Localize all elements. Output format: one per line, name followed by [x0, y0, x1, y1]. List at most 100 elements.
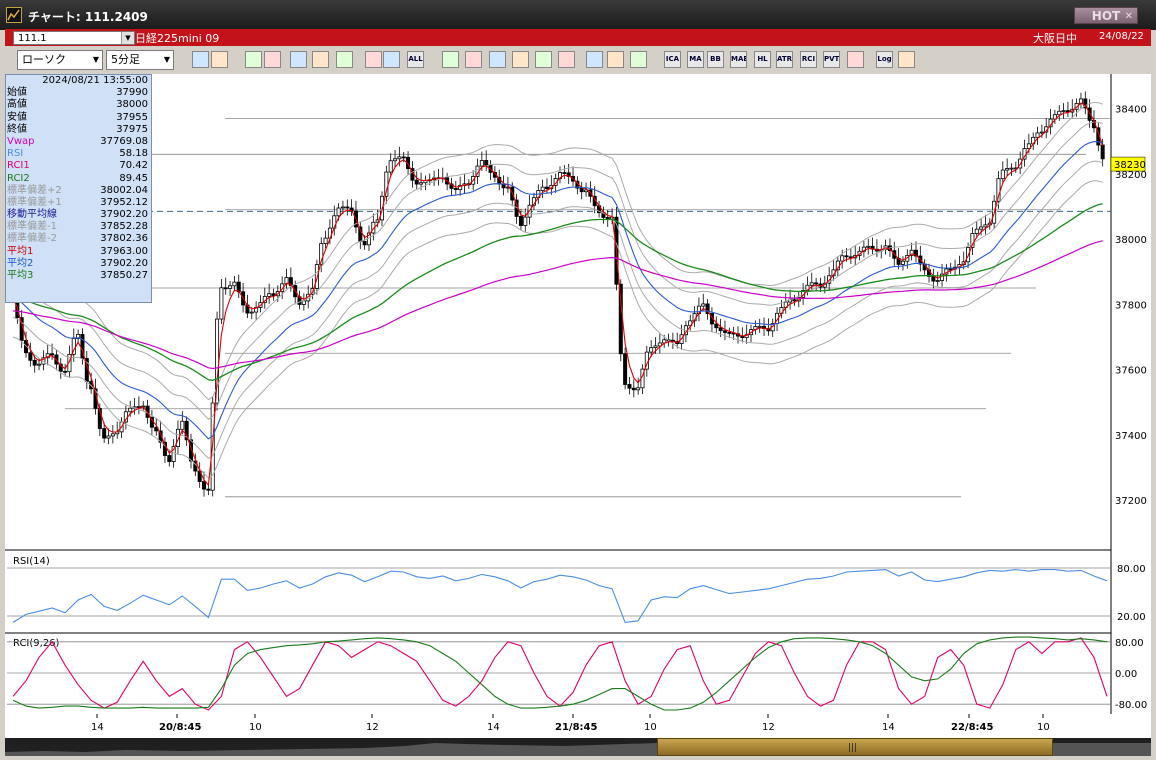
- toolbar-pen-button[interactable]: [465, 51, 482, 68]
- candle-body: [866, 245, 871, 248]
- chart-canvas: 38400 38200 38000 37800 37600 37400 37200 38230…: [5, 74, 1151, 733]
- toolbar-mae-button[interactable]: MAE: [730, 51, 747, 68]
- candle-body: [544, 186, 549, 190]
- toolbar-zoom-button[interactable]: [192, 51, 209, 68]
- scrollbar-thumb[interactable]: |||: [657, 738, 1053, 756]
- toolbar-b1-button[interactable]: [245, 51, 262, 68]
- candle-body: [419, 182, 424, 185]
- candle-body: [970, 233, 975, 248]
- candle-body: [1039, 131, 1044, 134]
- toolbar-ma-button[interactable]: MA: [687, 51, 704, 68]
- info-row: 平均1 37963.00: [6, 246, 151, 258]
- candle-body: [1083, 98, 1088, 109]
- rsi-line: [12, 569, 1108, 623]
- price-tick-label: 37200: [1115, 496, 1147, 507]
- chevron-down-icon[interactable]: ▼: [121, 32, 134, 44]
- rsi-title: RSI(14): [13, 556, 50, 567]
- candle-body: [935, 280, 940, 282]
- toolbar-box-button[interactable]: [847, 51, 864, 68]
- chevron-down-icon: ▼: [92, 55, 99, 64]
- toolbar-b7-button[interactable]: [383, 51, 400, 68]
- x-tick-label: 22/8:45: [951, 722, 993, 733]
- info-label: RCI1: [7, 160, 30, 172]
- candle-body: [1061, 110, 1066, 113]
- info-row: 始値 37990: [6, 87, 151, 99]
- candle-body: [184, 420, 189, 441]
- candle-body: [518, 216, 523, 226]
- chart-type-select[interactable]: ローソク ▼: [17, 50, 103, 70]
- hot-button[interactable]: HOT ✕: [1074, 7, 1138, 24]
- interval-select[interactable]: 5分足 ▼: [106, 50, 174, 70]
- toolbar-cfg-button[interactable]: [586, 51, 603, 68]
- candle-body: [232, 281, 237, 287]
- candle-body: [24, 340, 29, 354]
- x-tick-label: 12: [366, 722, 379, 733]
- chart-area[interactable]: 38400 38200 38000 37800 37600 37400 37200 38230…: [5, 74, 1151, 738]
- toolbar-line-button[interactable]: [442, 51, 459, 68]
- candle-body: [223, 287, 228, 290]
- toolbar-b2-button[interactable]: [264, 51, 281, 68]
- candle-body: [28, 352, 33, 361]
- toolbar-atr-button[interactable]: ATR: [776, 51, 793, 68]
- info-label: 終値: [7, 123, 27, 135]
- toolbar-hl-button[interactable]: HL: [754, 51, 771, 68]
- toolbar-log-button[interactable]: Log: [876, 51, 893, 68]
- toolbar-arrow2-button[interactable]: [512, 51, 529, 68]
- toolbar-arrow-button[interactable]: [489, 51, 506, 68]
- candle-body: [844, 255, 849, 258]
- toolbar-ica-button[interactable]: ICA: [664, 51, 681, 68]
- toolbar-b4-button[interactable]: [312, 51, 329, 68]
- candle-body: [484, 160, 489, 166]
- rsi-tick-label: 20.00: [1117, 612, 1146, 623]
- info-value: 38002.04: [100, 184, 148, 196]
- close-icon[interactable]: ✕: [1124, 11, 1133, 22]
- info-label: 標準偏差+2: [7, 184, 62, 196]
- info-row: 標準偏差-1 37852.28: [6, 221, 151, 233]
- toolbar-b3-button[interactable]: [290, 51, 307, 68]
- toolbar-save-button[interactable]: [898, 51, 915, 68]
- info-label: Vwap: [7, 135, 35, 147]
- candle-body: [562, 172, 567, 174]
- info-value: 37963.00: [100, 245, 148, 257]
- candle-body: [340, 206, 345, 209]
- toolbar-trash-button[interactable]: [558, 51, 575, 68]
- candle-body: [809, 282, 814, 286]
- toolbar-cross-button[interactable]: [211, 51, 228, 68]
- candle-body: [188, 439, 193, 462]
- price-tick-label: 38200: [1115, 170, 1147, 181]
- chart-scrollbar[interactable]: |||: [5, 738, 1151, 756]
- candle-body: [236, 281, 241, 293]
- rci-line-2: [12, 636, 1108, 711]
- candle-body: [701, 303, 706, 307]
- toolbar-all-button[interactable]: ALL: [407, 51, 424, 68]
- symbol-name: 日経225mini 09: [135, 32, 220, 45]
- toolbar-palette-button[interactable]: [630, 51, 647, 68]
- toolbar-bb-button[interactable]: BB: [707, 51, 724, 68]
- x-tick-label: 14: [487, 722, 500, 733]
- candle-body: [323, 237, 328, 244]
- info-label: 標準偏差-2: [7, 233, 57, 245]
- candle-body: [979, 226, 984, 230]
- moving-average-1: [12, 102, 1104, 487]
- toolbar-pvt-button[interactable]: PVT: [823, 51, 840, 68]
- candle-body: [540, 186, 545, 192]
- candle-body: [623, 353, 628, 385]
- info-row: RSI 58.18: [6, 148, 151, 160]
- price-tick-label: 38000: [1115, 235, 1147, 246]
- candle-body: [714, 323, 719, 329]
- toolbar-b5-button[interactable]: [336, 51, 353, 68]
- symbol-code-input[interactable]: 111.1 ▼: [13, 31, 135, 45]
- info-value: 37769.08: [100, 135, 148, 147]
- toolbar-doc-button[interactable]: [535, 51, 552, 68]
- toolbar-b6-button[interactable]: [365, 51, 382, 68]
- toolbar-rci-button[interactable]: RCI: [800, 51, 817, 68]
- candle-body: [180, 420, 185, 430]
- info-label: 安値: [7, 111, 27, 123]
- toolbar-tool-button[interactable]: [607, 51, 624, 68]
- candle-body: [657, 342, 662, 347]
- price-tick-label: 37800: [1115, 300, 1147, 311]
- candle-body: [171, 446, 176, 462]
- plot-background: [5, 74, 1151, 714]
- candle-body: [727, 332, 732, 334]
- candle-body: [1009, 167, 1014, 170]
